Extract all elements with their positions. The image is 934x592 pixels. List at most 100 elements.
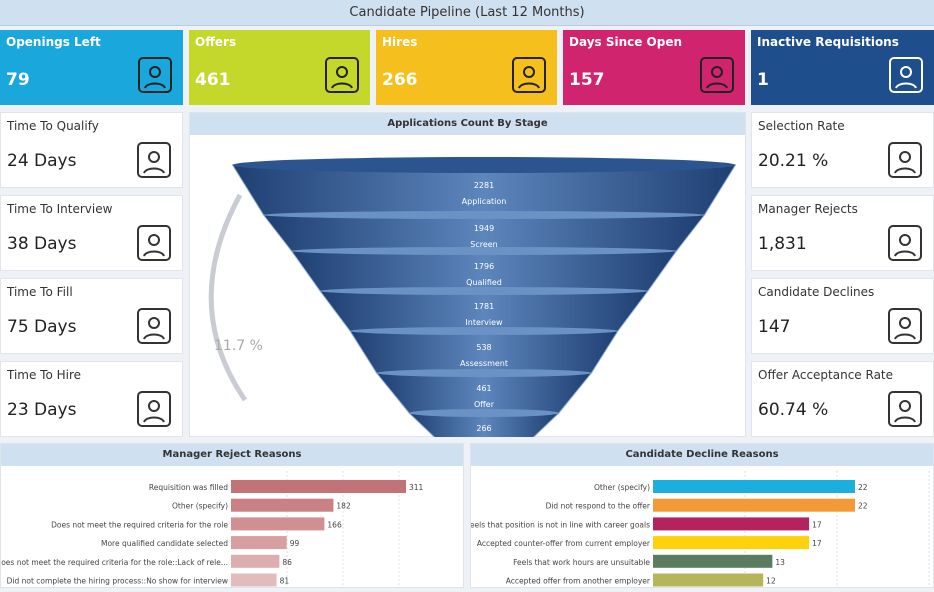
left_cards-2[interactable]: Time To Fill 75 Days	[0, 278, 183, 354]
funnel-chart: 2281 Application 1949 Screen 1796 Qualified 17…	[208, 157, 737, 454]
right_cards-0[interactable]: Selection Rate 20.21 %	[751, 112, 934, 188]
bar-category-label: Other (specify)	[594, 483, 650, 492]
bar-value-label: 22	[858, 502, 868, 511]
funnel-stage-rim	[320, 287, 648, 295]
funnel-title: Applications Count By Stage	[190, 113, 745, 135]
funnel-stage-label: Screen	[470, 240, 498, 249]
funnel-stage-label: Assessment	[460, 359, 508, 368]
bar-value-label: 12	[766, 577, 776, 586]
bar-value-label: 182	[336, 502, 351, 511]
bar-value-label: 99	[290, 539, 300, 548]
bar-value-label: 86	[282, 558, 292, 567]
manager-reject-title: Manager Reject Reasons	[1, 444, 463, 466]
bar-category-label: More qualified candidate selected	[101, 539, 228, 548]
left_cards-3[interactable]: Time To Hire 23 Days	[0, 361, 183, 437]
card-value: 20.21 %	[758, 151, 829, 171]
funnel-stage-value: 538	[476, 343, 491, 352]
card-label: Selection Rate	[758, 119, 845, 133]
conversion-rate: 11.7 %	[214, 338, 263, 354]
card-value: 38 Days	[7, 234, 77, 254]
card-label: Candidate Declines	[758, 285, 875, 299]
bar-category-label: Other (specify)	[172, 502, 228, 511]
bar-value-label: 81	[280, 577, 290, 586]
funnel-stage-value: 461	[476, 384, 491, 393]
bar-value-label: 17	[812, 539, 822, 548]
funnel-stage-label: Offer	[474, 400, 495, 409]
conversion-arrow-icon	[208, 193, 248, 402]
funnel-stage-value: 1796	[474, 262, 494, 271]
bar[interactable]	[231, 480, 406, 493]
funnel-stage-label: Application	[462, 197, 507, 206]
card-value: 75 Days	[7, 317, 77, 337]
funnel-stage-rim	[350, 327, 618, 335]
funnel-stage-value: 1781	[474, 302, 494, 311]
card-value: 24 Days	[7, 151, 77, 171]
bar[interactable]	[653, 573, 764, 587]
bar-value-label: 22	[858, 483, 868, 492]
bar[interactable]	[653, 480, 855, 493]
dashboard-title: Candidate Pipeline (Last 12 Months)	[0, 0, 934, 26]
bar[interactable]	[653, 554, 773, 568]
manager-reject-chart: Requisition was filled 311 Other (specify)…	[0, 471, 424, 588]
left_cards-0[interactable]: Time To Qualify 24 Days	[0, 112, 183, 188]
kpi-label: Inactive Requisitions	[757, 35, 899, 49]
right_cards-2[interactable]: Candidate Declines 147	[751, 278, 934, 354]
bar-category-label: Did not respond to the offer	[546, 502, 651, 511]
card-label: Offer Acceptance Rate	[758, 368, 894, 382]
kpi-label: Hires	[382, 35, 418, 49]
funnel-stage-rim	[232, 157, 736, 173]
manager-reject-panel: Manager Reject Reasons Requisition was f…	[0, 443, 464, 588]
bar-category-label: Does not meet the required criteria for …	[1, 558, 228, 567]
funnel-stage-rim	[409, 409, 559, 417]
bar-category-label: Feels that position is not in line with …	[471, 520, 650, 529]
bar[interactable]	[231, 517, 325, 531]
candidate-decline-panel: Candidate Decline Reasons Other (specify…	[466, 443, 934, 588]
right_cards-1[interactable]: Manager Rejects 1,831	[751, 195, 934, 271]
funnel-stage-value: 266	[476, 424, 491, 433]
funnel-stage-label: Interview	[465, 318, 503, 327]
candidate-decline-chart: Other (specify) 22 Did not respond to the …	[466, 471, 930, 588]
bar[interactable]	[653, 536, 810, 550]
card-value: 1,831	[758, 234, 807, 254]
card-label: Time To Qualify	[7, 119, 99, 133]
bar-category-label: Feels that work hours are unsuitable	[513, 558, 650, 567]
card-label: Time To Interview	[7, 202, 113, 216]
kpi-value: 79	[6, 70, 30, 90]
kpi-card-0[interactable]: Openings Left 79	[0, 30, 183, 105]
funnel-panel: Applications Count By Stage 2281 Applicat…	[189, 112, 746, 454]
bar-value-label: 13	[775, 558, 785, 567]
funnel-stage-rim	[291, 247, 677, 255]
bar[interactable]	[653, 498, 855, 512]
kpi-card-3[interactable]: Days Since Open 157	[563, 30, 745, 105]
bar-category-label: Accepted offer from another employer	[506, 577, 651, 586]
bar-category-label: Accepted counter-offer from current empl…	[477, 539, 651, 548]
kpi-value: 157	[569, 70, 605, 90]
bar-value-label: 17	[812, 520, 822, 529]
right_cards-3[interactable]: Offer Acceptance Rate 60.74 %	[751, 361, 934, 437]
kpi-label: Openings Left	[6, 35, 101, 49]
funnel-stage-value: 2281	[474, 181, 494, 190]
kpi-card-2[interactable]: Hires 266	[376, 30, 557, 105]
left_cards-1[interactable]: Time To Interview 38 Days	[0, 195, 183, 271]
kpi-value: 266	[382, 70, 418, 90]
kpi-card-4[interactable]: Inactive Requisitions 1	[751, 30, 934, 105]
bar[interactable]	[231, 498, 334, 512]
funnel-stage-rim	[376, 369, 592, 377]
card-value: 147	[758, 317, 791, 337]
card-label: Manager Rejects	[758, 202, 858, 216]
card-value: 23 Days	[7, 400, 77, 420]
kpi-value: 461	[195, 70, 231, 90]
bar-category-label: Requisition was filled	[149, 483, 228, 492]
card-label: Time To Hire	[7, 368, 82, 382]
bar-value-label: 166	[327, 520, 342, 529]
bar[interactable]	[231, 573, 277, 587]
funnel-stage-label: Qualified	[466, 278, 502, 287]
kpi-label: Days Since Open	[569, 35, 683, 49]
bar-category-label: Does not meet the required criteria for …	[51, 520, 228, 529]
kpi-card-1[interactable]: Offers 461	[189, 30, 370, 105]
bar[interactable]	[231, 536, 287, 550]
card-label: Time To Fill	[7, 285, 73, 299]
bar[interactable]	[231, 554, 280, 568]
bar[interactable]	[653, 517, 810, 531]
funnel-stage-value: 1949	[474, 224, 494, 233]
